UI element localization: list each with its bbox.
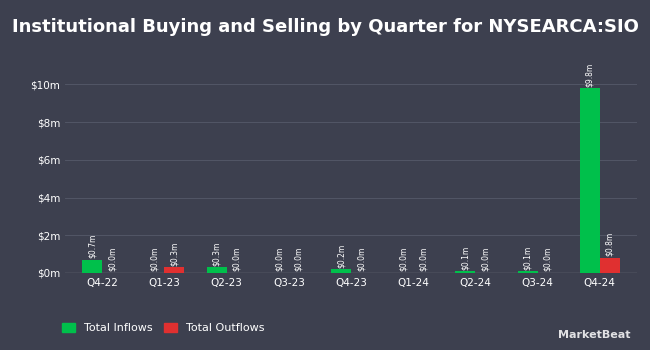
Text: $9.8m: $9.8m: [585, 62, 594, 86]
Text: $0.8m: $0.8m: [605, 232, 614, 257]
Text: MarketBeat: MarketBeat: [558, 329, 630, 340]
Bar: [456, 271, 475, 273]
Text: $0.0m: $0.0m: [150, 247, 159, 272]
Text: $0.0m: $0.0m: [481, 247, 490, 272]
Text: $0.0m: $0.0m: [356, 247, 365, 272]
Text: $0.7m: $0.7m: [88, 234, 97, 258]
Bar: [164, 267, 185, 273]
Text: $0.1m: $0.1m: [461, 245, 470, 270]
Bar: [83, 260, 102, 273]
Text: $0.0m: $0.0m: [543, 247, 552, 272]
Bar: [207, 267, 227, 273]
Text: Institutional Buying and Selling by Quarter for NYSEARCA:SIO: Institutional Buying and Selling by Quar…: [12, 18, 638, 35]
Bar: [517, 271, 538, 273]
Text: $0.1m: $0.1m: [523, 245, 532, 270]
Text: $0.0m: $0.0m: [419, 247, 428, 272]
Text: $0.3m: $0.3m: [170, 241, 179, 266]
Text: $0.0m: $0.0m: [398, 247, 408, 272]
Text: $0.0m: $0.0m: [294, 247, 304, 272]
Text: $0.0m: $0.0m: [108, 247, 117, 272]
Text: $0.0m: $0.0m: [274, 247, 283, 272]
Legend: Total Inflows, Total Outflows: Total Inflows, Total Outflows: [58, 318, 269, 337]
Text: $0.0m: $0.0m: [232, 247, 241, 272]
Bar: [580, 88, 600, 273]
Bar: [600, 258, 619, 273]
Bar: [331, 269, 351, 273]
Text: $0.3m: $0.3m: [212, 241, 221, 266]
Text: $0.2m: $0.2m: [337, 244, 346, 268]
